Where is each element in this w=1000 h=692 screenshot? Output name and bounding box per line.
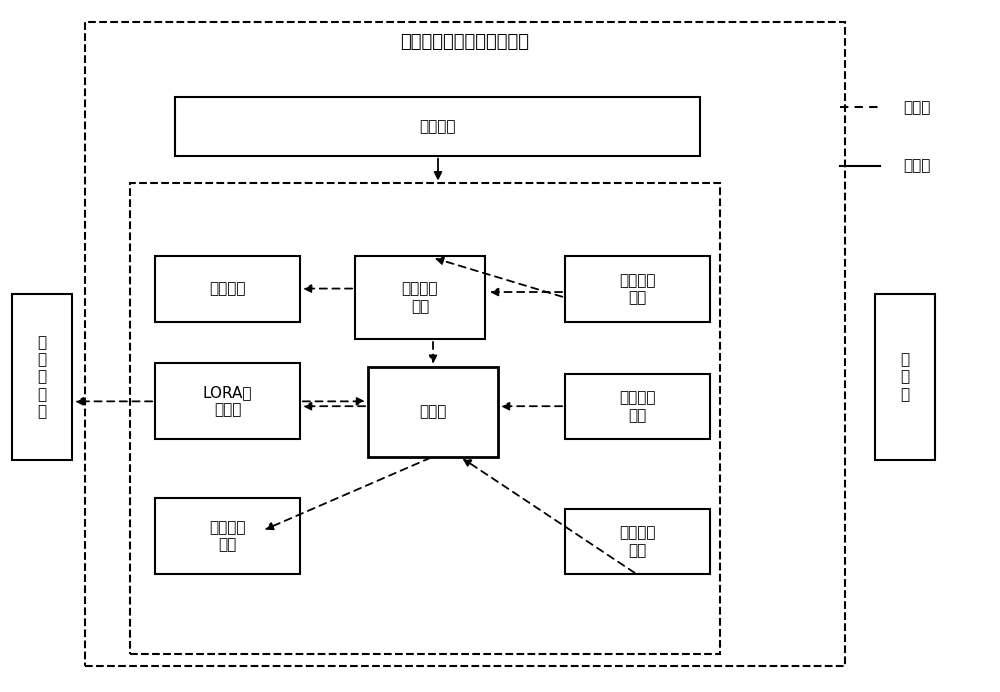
Bar <box>155 363 300 439</box>
Bar <box>175 97 700 156</box>
Bar <box>565 509 710 574</box>
Text: 电流采样
模块: 电流采样 模块 <box>619 273 656 305</box>
Text: 调
相
机: 调 相 机 <box>900 352 910 402</box>
Text: 数据转换
模块: 数据转换 模块 <box>402 282 438 313</box>
Bar <box>875 294 935 460</box>
Bar <box>12 294 72 460</box>
Text: 转速采样
模块: 转速采样 模块 <box>619 525 656 558</box>
Bar <box>368 367 498 457</box>
Text: 数据存储
模块: 数据存储 模块 <box>209 520 246 552</box>
Bar <box>130 183 720 654</box>
Text: 信息流: 信息流 <box>903 100 930 115</box>
Text: 能量流: 能量流 <box>903 158 930 174</box>
Text: 电源模块: 电源模块 <box>419 119 456 134</box>
Bar <box>565 256 710 322</box>
Text: 显示模块: 显示模块 <box>209 282 246 296</box>
Text: 调相机远程监测系统结构图: 调相机远程监测系统结构图 <box>400 33 530 51</box>
Bar <box>565 374 710 439</box>
Bar <box>355 256 485 339</box>
Text: LORA通
讯模块: LORA通 讯模块 <box>203 385 252 417</box>
Bar <box>85 22 845 666</box>
Text: 处理器: 处理器 <box>419 404 447 419</box>
Text: 电压采样
模块: 电压采样 模块 <box>619 390 656 423</box>
Bar <box>155 256 300 322</box>
Text: 远
程
终
端
机: 远 程 终 端 机 <box>37 335 47 419</box>
Bar <box>155 498 300 574</box>
